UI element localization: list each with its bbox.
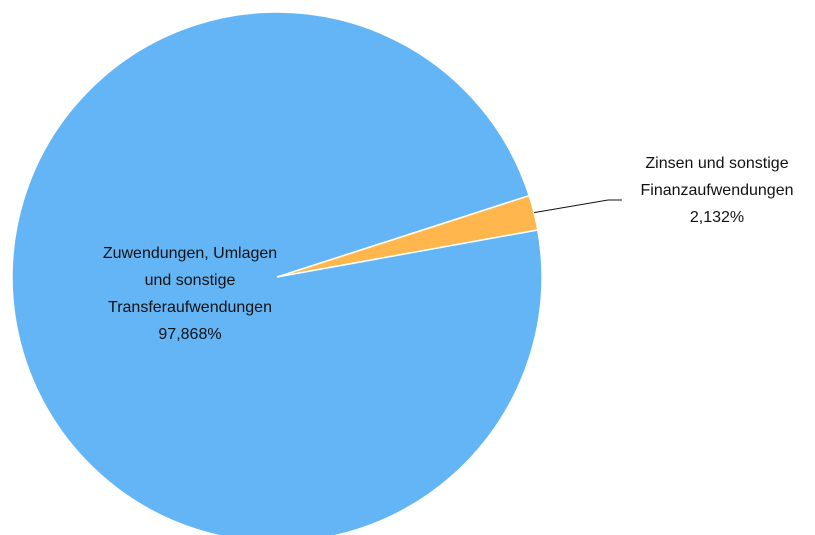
label-line: und sonstige <box>145 272 236 289</box>
label-line: Zuwendungen, Umlagen <box>103 245 277 262</box>
slice-label: Zinsen und sonstige Finanzaufwendungen 2,1… <box>640 155 793 226</box>
pie-slice <box>11 11 543 535</box>
value-label: 97,868% <box>158 326 221 343</box>
leader-line <box>533 199 622 214</box>
slice-label: Zuwendungen, Umlagen und sonstige Transfer… <box>103 245 277 343</box>
label-line: Finanzaufwendungen <box>640 182 793 199</box>
label-line: Transferaufwendungen <box>108 299 272 316</box>
value-label: 2,132% <box>690 209 744 226</box>
label-line: Zinsen und sonstige <box>645 155 788 172</box>
